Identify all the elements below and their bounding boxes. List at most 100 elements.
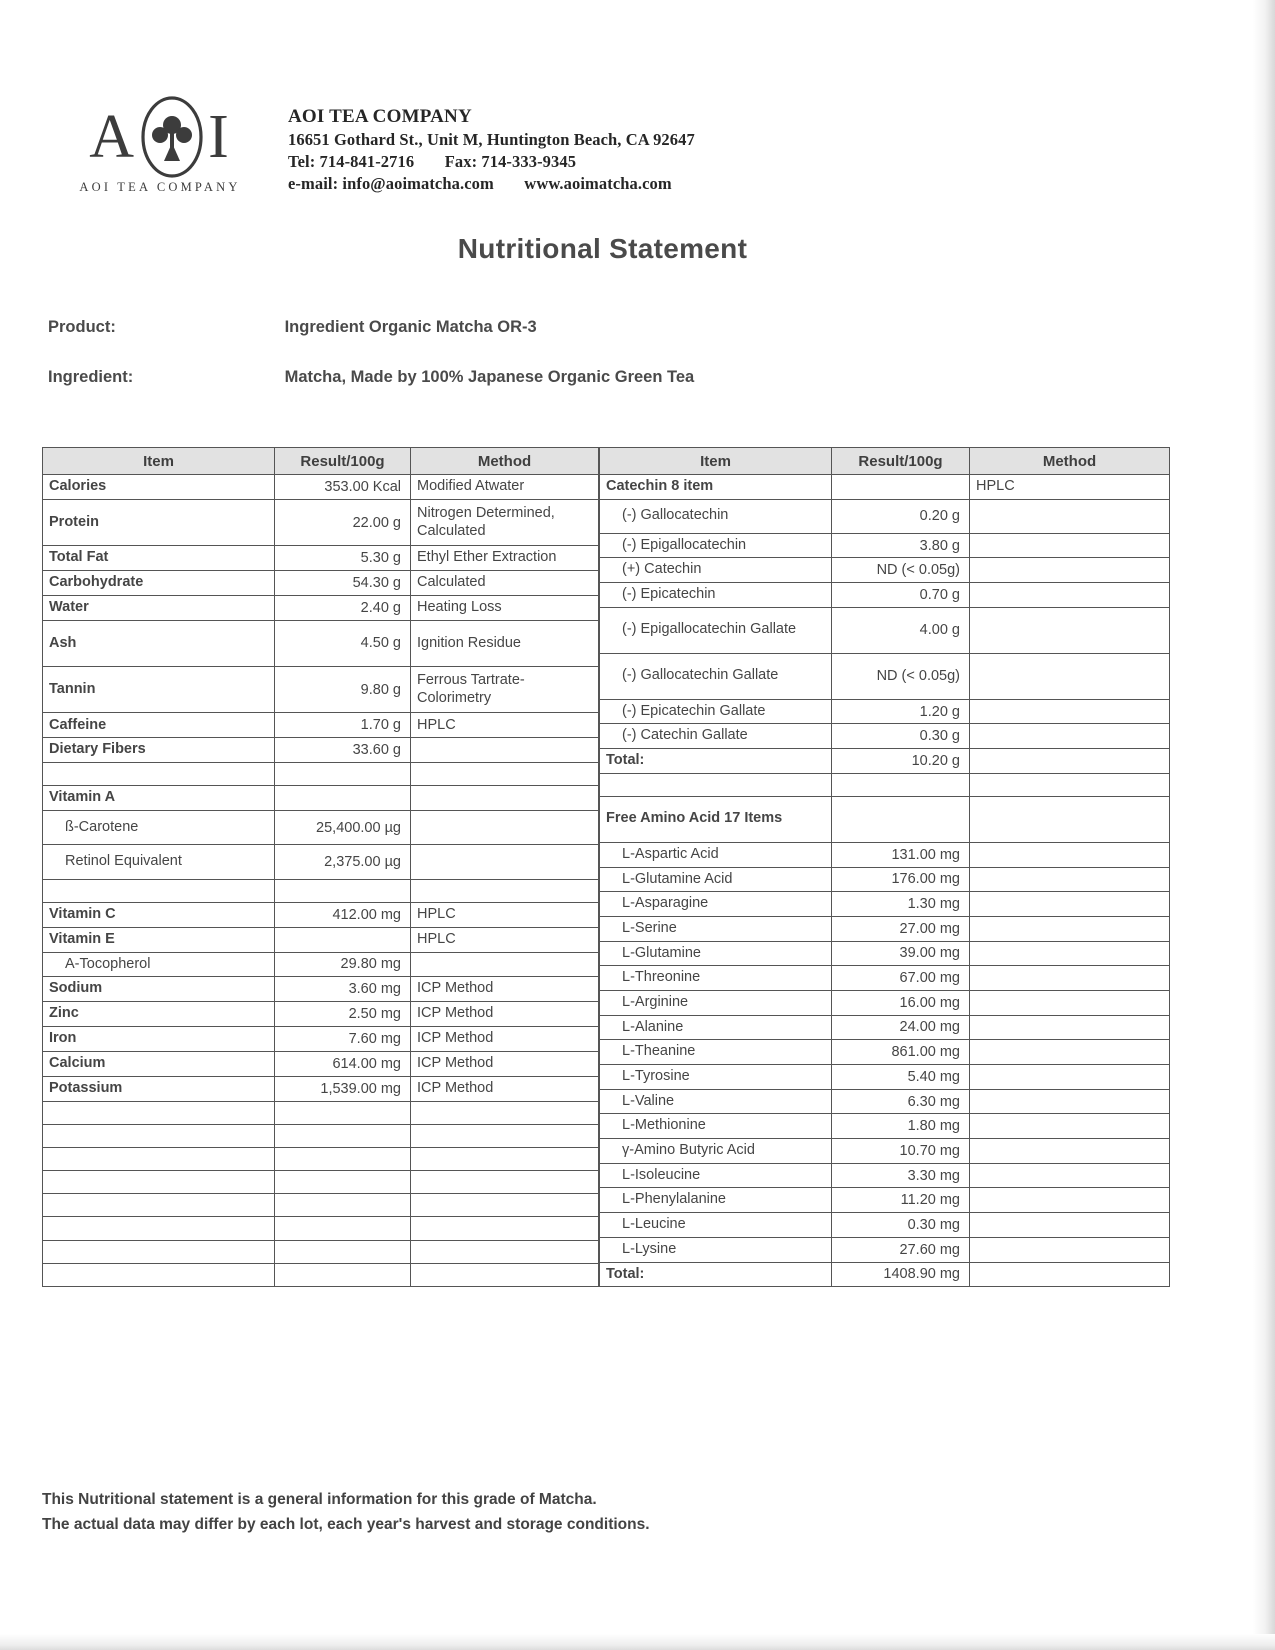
cell-result: 1.30 mg <box>831 891 970 917</box>
cell-item: L-Tyrosine <box>599 1064 832 1090</box>
footer-line-1: This Nutritional statement is a general … <box>42 1491 597 1508</box>
cell-method <box>969 1162 1170 1189</box>
scan-edge-bottom <box>0 1634 1275 1650</box>
table-row <box>42 1146 599 1172</box>
ingredient-label: Ingredient: <box>48 368 134 386</box>
table-row: L-Phenylalanine 11.20 mg <box>599 1187 1170 1214</box>
cell-result <box>274 878 411 903</box>
cell-result: 1.80 mg <box>831 1113 970 1140</box>
table-row: L-Glutamine Acid 176.00 mg <box>599 866 1170 893</box>
cell-result: 33.60 g <box>274 737 411 764</box>
cell-result: 67.00 mg <box>831 965 970 991</box>
company-logo: A I AOI TEA COMPANY <box>60 96 260 195</box>
cell-method <box>969 772 1170 797</box>
cell-item: L-Glutamine <box>599 940 832 967</box>
cell-method <box>969 841 1170 868</box>
cell-item: L-Alanine <box>599 1014 832 1041</box>
ingredient-row: Ingredient: Matcha, Made by 100% Japanes… <box>48 368 1168 387</box>
table-row: Total: 10.20 g <box>599 748 1170 774</box>
cell-method <box>969 795 1170 843</box>
cell-item: L-Phenylalanine <box>599 1187 832 1214</box>
table-row: L-Isoleucine 3.30 mg <box>599 1162 1170 1189</box>
cell-item: Vitamin C <box>42 901 275 928</box>
cell-item: L-Methionine <box>599 1113 832 1140</box>
cell-method: ICP Method <box>410 1075 599 1102</box>
footer-line-2: The actual data may differ by each lot, … <box>42 1516 650 1534</box>
cell-result <box>831 795 970 843</box>
table-row: Vitamin A <box>42 785 599 812</box>
table-row: Calcium 614.00 mg ICP Method <box>42 1050 599 1077</box>
cell-method <box>410 1193 599 1218</box>
cell-method <box>410 1123 599 1148</box>
cell-result: 0.20 g <box>831 498 970 534</box>
cell-method: Modified Atwater <box>410 474 599 500</box>
cell-method <box>969 1236 1170 1263</box>
cell-item: (-) Epicatechin <box>599 582 832 608</box>
cell-method <box>969 1014 1170 1041</box>
cell-method <box>969 891 1170 917</box>
cell-method: Ignition Residue <box>410 619 599 668</box>
logo-mark: A I <box>60 96 260 178</box>
cell-result: 10.70 mg <box>831 1138 970 1164</box>
table-row: Carbohydrate 54.30 g Calculated <box>42 570 599 596</box>
cell-item: L-Asparagine <box>599 891 832 917</box>
cell-method <box>969 1212 1170 1238</box>
cell-result <box>274 1193 411 1218</box>
cell-item <box>599 772 832 797</box>
cell-item <box>42 1170 275 1195</box>
table-row: (-) Catechin Gallate 0.30 g <box>599 723 1170 750</box>
cell-result: 0.70 g <box>831 582 970 608</box>
cell-result: 2.40 g <box>274 594 411 621</box>
header-method: Method <box>410 447 599 475</box>
table-row: Iron 7.60 mg ICP Method <box>42 1026 599 1052</box>
cell-result: 25,400.00 µg <box>274 810 411 846</box>
table-row: A-Tocopherol 29.80 mg <box>42 951 599 978</box>
table-row <box>42 1193 599 1218</box>
cell-item: Vitamin E <box>42 926 275 953</box>
table-row <box>42 762 599 787</box>
cell-item: L-Valine <box>599 1088 832 1115</box>
cell-result: 1.20 g <box>831 698 970 725</box>
table-row: Free Amino Acid 17 Items <box>599 795 1170 843</box>
cell-item: (-) Epigallocatechin <box>599 532 832 559</box>
cell-item: Catechin 8 item <box>599 474 832 500</box>
logo-letter-a: A <box>89 103 137 171</box>
table-row: Potassium 1,539.00 mg ICP Method <box>42 1075 599 1102</box>
cell-method <box>969 582 1170 608</box>
cell-item: L-Theanine <box>599 1039 832 1065</box>
cell-result: 6.30 mg <box>831 1088 970 1115</box>
cell-result <box>274 1239 411 1264</box>
header-result: Result/100g <box>274 447 411 475</box>
cell-method <box>969 940 1170 967</box>
cell-result: 131.00 mg <box>831 841 970 868</box>
cell-method <box>969 989 1170 1016</box>
company-phone-line: Tel: 714-841-2716 Fax: 714-333-9345 <box>288 151 695 173</box>
cell-result <box>274 1123 411 1148</box>
product-row: Product: Ingredient Organic Matcha OR-3 <box>48 318 1168 337</box>
cell-method <box>410 1239 599 1264</box>
product-value: Ingredient Organic Matcha OR-3 <box>284 318 537 336</box>
cell-item <box>42 1100 275 1125</box>
cell-item: (-) Catechin Gallate <box>599 723 832 750</box>
cell-item: Potassium <box>42 1075 275 1102</box>
cell-item <box>42 1239 275 1264</box>
table-row <box>42 1123 599 1148</box>
cell-item <box>42 1123 275 1148</box>
nutrition-left-body: Calories 353.00 Kcal Modified Atwater Prote… <box>42 474 599 1288</box>
cell-method: Calculated <box>410 570 599 596</box>
cell-item <box>42 1193 275 1218</box>
cell-method <box>969 532 1170 559</box>
table-row: (-) Epicatechin Gallate 1.20 g <box>599 698 1170 725</box>
company-fax: Fax: 714-333-9345 <box>444 152 577 172</box>
cell-item: Carbohydrate <box>42 570 275 596</box>
header-item: Item <box>42 447 275 475</box>
table-row: Protein 22.00 g Nitrogen Determined, Calcu… <box>42 498 599 547</box>
table-row: Zinc 2.50 mg ICP Method <box>42 1001 599 1028</box>
cell-item: Sodium <box>42 976 275 1003</box>
cell-method <box>410 1262 599 1288</box>
cell-method <box>969 606 1170 654</box>
ingredient-value: Matcha, Made by 100% Japanese Organic Gr… <box>284 368 695 386</box>
cell-item: Retinol Equivalent <box>42 844 275 880</box>
nutrition-table-right: Item Result/100g Method Catechin 8 item H… <box>599 447 1170 1288</box>
